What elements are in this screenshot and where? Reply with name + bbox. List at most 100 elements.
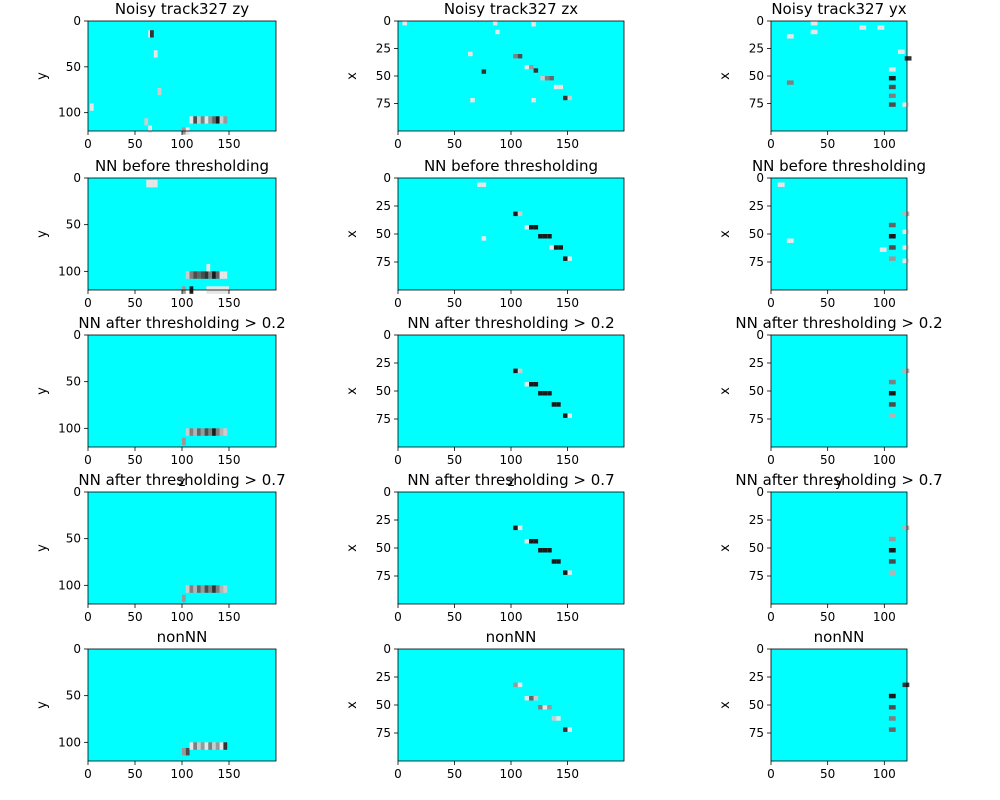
panel-background bbox=[398, 21, 624, 131]
hit-cell bbox=[538, 705, 543, 710]
panel-background bbox=[398, 649, 624, 761]
y-axis-label: x bbox=[345, 544, 360, 552]
y-axis-label: x bbox=[345, 230, 360, 238]
y-tick-label: 75 bbox=[376, 569, 391, 583]
hit-cell bbox=[208, 585, 213, 593]
hit-cell bbox=[212, 271, 216, 279]
y-axis-label: x bbox=[718, 230, 733, 238]
y-tick-label: 25 bbox=[376, 670, 391, 684]
hit-cell bbox=[185, 585, 190, 593]
hit-cell bbox=[888, 413, 896, 418]
panel-r3-c0: 0 50 100 150 0 50 100 y NN after thresholding > … bbox=[35, 471, 286, 624]
hit-cell bbox=[888, 716, 896, 721]
hit-cell bbox=[517, 368, 523, 374]
hit-cell bbox=[193, 116, 198, 124]
x-tick-label: 50 bbox=[447, 610, 462, 624]
x-tick-label: 50 bbox=[447, 453, 462, 467]
hit-cell bbox=[206, 263, 211, 272]
hit-cell bbox=[182, 594, 186, 603]
hit-cell bbox=[219, 271, 224, 279]
hit-cell bbox=[495, 29, 500, 35]
y-tick-label: 0 bbox=[383, 328, 391, 342]
hit-cell bbox=[215, 742, 220, 750]
hit-cell bbox=[185, 271, 190, 279]
hit-cell bbox=[567, 413, 572, 418]
y-tick-label: 75 bbox=[749, 726, 764, 740]
hit-cell bbox=[556, 716, 561, 721]
panel-r1-c2: 0 50 100 0 25 50 75 x NN before thresholding bbox=[718, 157, 926, 310]
hit-cell bbox=[157, 87, 162, 96]
hit-cell bbox=[529, 225, 534, 230]
x-tick-label: 0 bbox=[394, 137, 402, 151]
hit-cell bbox=[563, 413, 568, 418]
hit-cell bbox=[810, 29, 818, 35]
hit-cell bbox=[888, 727, 896, 732]
y-tick-label: 25 bbox=[749, 42, 764, 56]
y-tick-label: 25 bbox=[749, 356, 764, 370]
hit-cell bbox=[215, 116, 220, 124]
hit-cell bbox=[193, 585, 198, 593]
x-tick-label: 0 bbox=[394, 296, 402, 310]
hit-cell bbox=[553, 245, 559, 250]
x-tick-label: 50 bbox=[820, 610, 835, 624]
hit-cell bbox=[204, 585, 209, 593]
hit-cell bbox=[148, 125, 152, 133]
y-tick-label: 50 bbox=[376, 227, 391, 241]
hit-cell bbox=[208, 271, 213, 279]
hit-cell bbox=[888, 548, 896, 553]
x-tick-label: 100 bbox=[873, 137, 896, 151]
y-tick-label: 100 bbox=[58, 735, 81, 749]
y-tick-label: 0 bbox=[383, 485, 391, 499]
hit-cell bbox=[540, 76, 545, 81]
hit-cell bbox=[888, 102, 896, 107]
x-tick-label: 100 bbox=[873, 453, 896, 467]
x-tick-label: 50 bbox=[820, 296, 835, 310]
hit-cell bbox=[212, 428, 216, 436]
hit-cell bbox=[567, 727, 572, 732]
hit-cell bbox=[888, 536, 896, 542]
x-tick-label: 100 bbox=[500, 137, 523, 151]
hit-cell bbox=[888, 234, 896, 239]
y-tick-label: 75 bbox=[376, 726, 391, 740]
y-axis-label: x bbox=[718, 387, 733, 395]
hit-cell bbox=[888, 705, 896, 710]
hit-cell bbox=[888, 256, 896, 261]
hit-cell bbox=[786, 34, 794, 39]
hit-cell bbox=[888, 379, 896, 385]
hit-cell bbox=[888, 245, 896, 250]
y-tick-label: 50 bbox=[66, 689, 81, 703]
x-tick-label: 50 bbox=[127, 137, 142, 151]
hit-cell bbox=[538, 234, 543, 239]
x-tick-label: 100 bbox=[171, 453, 194, 467]
x-tick-label: 150 bbox=[218, 610, 241, 624]
hit-cell bbox=[538, 391, 543, 396]
hit-cell bbox=[904, 56, 912, 61]
hit-cell bbox=[189, 428, 194, 436]
panel-r1-c1: 0 50 100 150 0 25 50 75 x NN before thresholding bbox=[345, 157, 625, 310]
panel-title: Noisy track327 zx bbox=[444, 0, 578, 18]
hit-cell bbox=[777, 182, 785, 187]
hit-cell bbox=[533, 68, 539, 73]
panel-r3-c2: 0 50 100 0 25 50 75 x NN after thresholding > 0.… bbox=[718, 471, 943, 624]
panel-title: NN after thresholding > 0.2 bbox=[78, 314, 285, 332]
hit-cell bbox=[529, 696, 534, 701]
hit-cell bbox=[888, 93, 896, 98]
y-tick-label: 50 bbox=[749, 69, 764, 83]
panel-background bbox=[398, 492, 624, 604]
hit-cell bbox=[547, 705, 552, 710]
hit-cell bbox=[204, 271, 209, 279]
hit-cell bbox=[212, 742, 216, 750]
hit-cell bbox=[533, 382, 539, 387]
hit-cell bbox=[513, 211, 518, 217]
hit-cell bbox=[786, 238, 794, 243]
hit-cell bbox=[89, 103, 94, 111]
panel-background bbox=[88, 649, 276, 761]
hit-cell bbox=[223, 428, 228, 436]
hit-cell bbox=[888, 67, 896, 72]
y-axis-label: y bbox=[35, 72, 50, 80]
x-tick-label: 100 bbox=[500, 296, 523, 310]
hit-cell bbox=[215, 428, 220, 436]
hit-cell bbox=[529, 382, 534, 387]
hit-cell bbox=[204, 742, 209, 750]
